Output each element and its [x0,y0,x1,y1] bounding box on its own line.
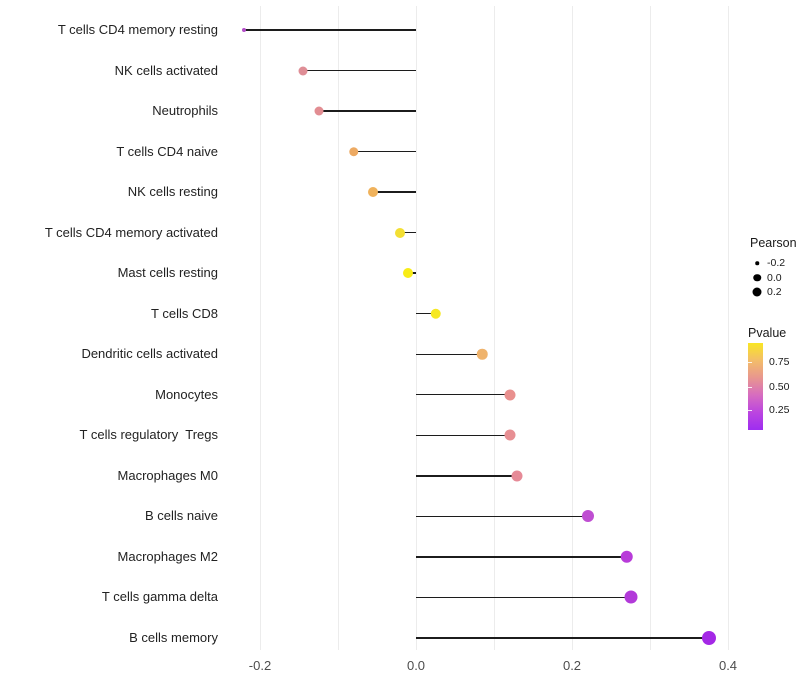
pvalue-gradient-tick [748,362,752,364]
pearson-legend-dot [755,261,759,265]
y-category-label: B cells naive [145,508,218,524]
lollipop-stem [416,515,588,518]
lollipop-stem [416,434,510,437]
x-tick-label: 0.4 [718,658,738,673]
lollipop-dot [620,550,633,564]
lollipop-stem [416,353,483,355]
lollipop-stem [416,394,510,396]
pearson-legend-dot [752,287,762,297]
pvalue-legend-title: Pvalue [748,326,787,340]
lollipop-stem [416,475,518,477]
lollipop-stem [416,313,436,315]
lollipop-dot [314,106,323,116]
pearson-legend-label: 0.2 [767,286,782,298]
lollipop-stem [416,596,631,599]
y-category-label: Monocytes [155,386,218,402]
pvalue-legend-label: 0.75 [769,356,790,369]
gridline-x [260,6,261,650]
y-category-label: B cells memory [129,629,218,645]
lollipop-dot [477,349,488,360]
pvalue-legend-label: 0.50 [769,380,790,393]
lollipop-stem [373,191,416,193]
y-category-label: Macrophages M2 [117,548,218,564]
y-category-label: Mast cells resting [117,265,218,281]
lollipop-dot [298,66,308,76]
y-category-label: T cells CD4 memory activated [44,224,218,240]
y-category-label: NK cells activated [114,62,218,78]
x-tick-label: 0.2 [562,658,582,673]
x-tick-label: -0.2 [248,658,272,673]
gridline-x [416,6,417,650]
pvalue-gradient-tick [748,409,752,411]
y-category-label: Macrophages M0 [117,467,218,483]
lollipop-stem [400,231,416,234]
lollipop-stem [353,150,416,153]
lollipop-stem [244,29,416,31]
pearson-legend-label: 0.0 [767,271,782,284]
gridline-x [494,6,495,650]
y-category-label: NK cells resting [127,184,218,200]
lollipop-dot [395,227,406,238]
lollipop-stem [302,69,416,72]
lollipop-dot [242,28,247,32]
lollipop-dot [430,308,441,319]
y-category-label: T cells CD4 memory resting [57,22,218,37]
gridline-x [572,6,573,650]
lollipop-dot [348,146,359,157]
pearson-legend-title: Pearson [750,236,797,250]
y-category-label: T cells CD4 naive [116,143,218,159]
y-category-label: Neutrophils [152,103,218,119]
gridline-x [728,6,729,650]
lollipop-dot [511,470,523,482]
lollipop-dot [504,389,516,401]
lollipop-stem [416,637,709,639]
pearson-legend-label: -0.2 [767,257,786,269]
pearson-legend-dot [753,273,761,282]
gridline-x [650,6,651,650]
lollipop-dot [581,510,594,523]
lollipop-stem [416,556,627,558]
lollipop-dot [624,590,637,604]
y-category-label: T cells regulatory Tregs [79,427,218,443]
lollipop-stem [318,110,416,112]
lollipop-dot [403,268,414,279]
pvalue-legend-label: 0.25 [769,403,790,416]
gridline-x [338,6,339,650]
pvalue-gradient-tick [748,386,752,388]
x-tick-label: 0.0 [406,658,426,673]
pvalue-gradient-bar [748,343,763,430]
lollipop-dot [701,630,716,645]
lollipop-dot [504,429,516,441]
y-category-label: T cells gamma delta [101,589,218,605]
y-category-label: T cells CD8 [151,305,218,321]
lollipop-dot [368,187,379,198]
y-category-label: Dendritic cells activated [81,346,218,362]
